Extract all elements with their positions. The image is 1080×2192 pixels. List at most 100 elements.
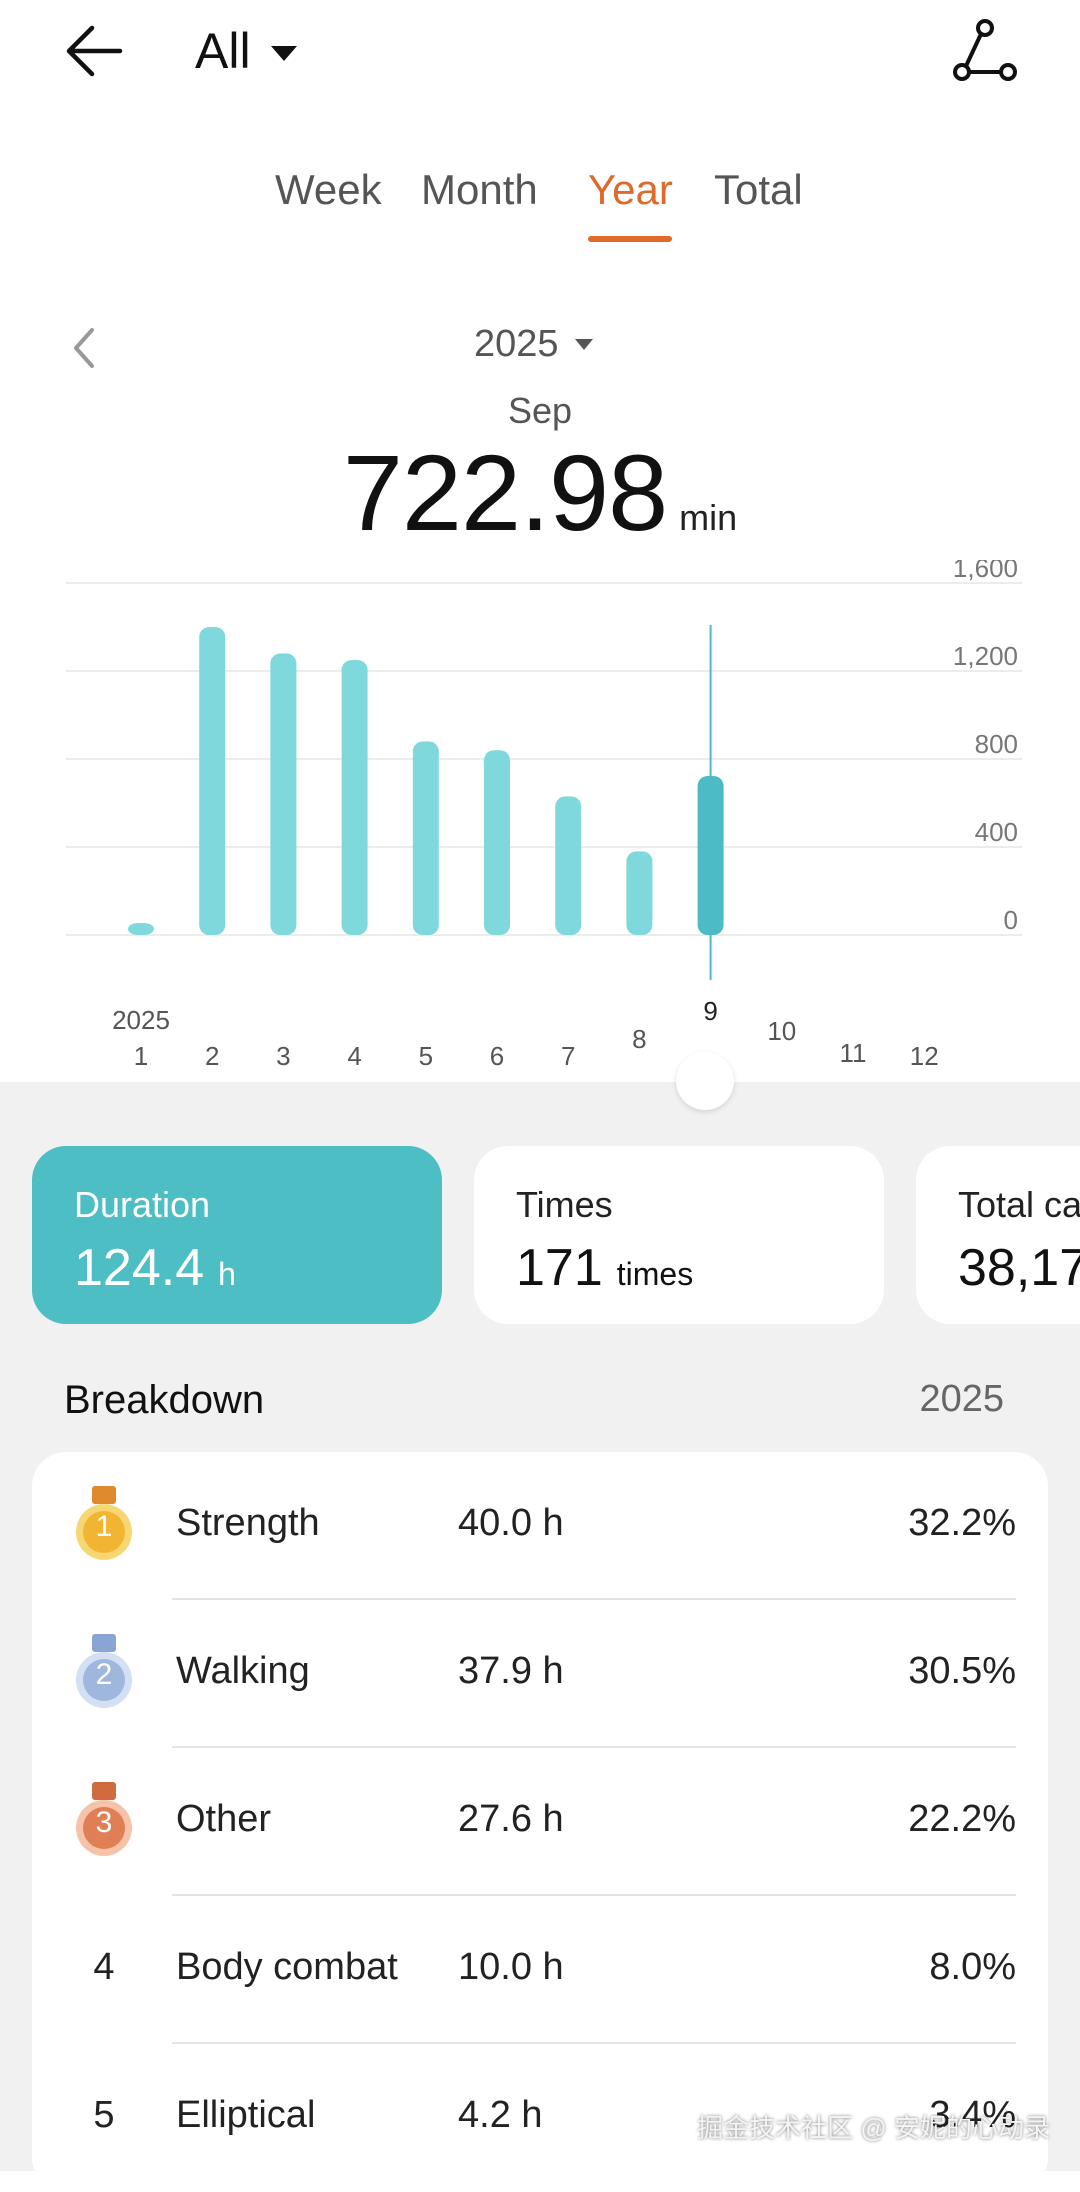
x-tick-label: 5 xyxy=(419,1041,433,1071)
times-card[interactable]: Times 171 times xyxy=(474,1146,884,1324)
breakdown-list: 1 Strength 40.0 h 32.2% 2 Walking 37.9 h… xyxy=(32,1452,1048,2192)
card-number: 124.4 xyxy=(74,1239,205,1297)
x-tick-label: 8 xyxy=(632,1024,646,1054)
activity-hours: 27.6 h xyxy=(458,1798,564,1840)
year-navigation: 2025 xyxy=(0,318,1080,378)
divider xyxy=(172,1598,1016,1600)
tab-total[interactable]: Total xyxy=(714,166,803,213)
selected-value-unit: min xyxy=(679,497,738,538)
card-value: 171 times xyxy=(516,1238,693,1298)
divider xyxy=(172,1746,1016,1748)
activity-hours: 4.2 h xyxy=(458,2094,543,2136)
year-selector-label: 2025 xyxy=(474,322,559,365)
divider xyxy=(172,1894,1016,1896)
card-label: Times xyxy=(516,1184,613,1225)
activity-hours: 40.0 h xyxy=(458,1502,564,1544)
card-number: 38,17 xyxy=(958,1239,1080,1297)
gold-medal-icon xyxy=(76,1486,132,1560)
breakdown-row[interactable]: 1 Strength 40.0 h 32.2% xyxy=(32,1452,1048,1600)
chart-bar xyxy=(341,660,368,935)
selected-value-number: 722.98 xyxy=(342,432,668,553)
chart-bar xyxy=(199,627,226,935)
activity-percent: 30.5% xyxy=(908,1650,1016,1692)
activity-hours: 10.0 h xyxy=(458,1946,564,1988)
card-number: 171 xyxy=(516,1239,603,1297)
tab-year[interactable]: Year xyxy=(588,166,673,213)
year-selector[interactable]: 2025 xyxy=(474,318,593,370)
rank-number: 2 xyxy=(95,1658,113,1691)
chart-bar xyxy=(128,923,154,935)
x-tick-label: 11 xyxy=(840,1038,867,1068)
x-tick-label: 1 xyxy=(134,1041,148,1071)
x-tick-label: 10 xyxy=(767,1016,796,1046)
selected-month: Sep xyxy=(507,390,573,431)
bronze-medal-icon xyxy=(76,1782,132,1856)
card-unit: h xyxy=(218,1256,236,1292)
card-value: 124.4 h xyxy=(74,1238,236,1298)
activity-percent: 8.0% xyxy=(929,1946,1016,1988)
activity-name: Walking xyxy=(176,1650,310,1692)
rank-number: 3 xyxy=(95,1806,113,1839)
watermark: 掘金技术社区 @ 安妮的心动录 xyxy=(697,2113,1050,2143)
x-tick-label: 2 xyxy=(205,1041,219,1071)
activity-percent: 32.2% xyxy=(908,1502,1016,1544)
y-tick-label: 1,600 xyxy=(953,560,1018,583)
chart-bar xyxy=(412,741,439,935)
tab-active-indicator xyxy=(588,236,672,242)
breakdown-row[interactable]: 5 Elliptical 4.2 h 3.4% xyxy=(32,2044,1048,2192)
rank-number: 1 xyxy=(95,1510,113,1543)
breakdown-row[interactable]: 4 Body combat 10.0 h 8.0% xyxy=(32,1896,1048,2044)
breakdown-year: 2025 xyxy=(919,1378,1004,1420)
x-axis-year-label: 2025 xyxy=(112,1005,170,1035)
route-icon[interactable] xyxy=(952,18,1018,84)
tab-month[interactable]: Month xyxy=(421,166,538,213)
activity-hours: 37.9 h xyxy=(458,1650,564,1692)
activity-percent: 3.4% xyxy=(929,2094,1016,2136)
y-tick-label: 800 xyxy=(975,729,1018,759)
top-bar: All xyxy=(0,0,1080,110)
back-arrow-icon[interactable] xyxy=(62,20,126,82)
y-tick-label: 0 xyxy=(1004,905,1018,935)
breakdown-row[interactable]: 3 Other 27.6 h 22.2% xyxy=(32,1748,1048,1896)
tab-week[interactable]: Week xyxy=(275,166,382,213)
activity-name: Elliptical xyxy=(176,2094,316,2136)
card-unit: times xyxy=(616,1256,694,1292)
previous-year-chevron-icon[interactable] xyxy=(66,324,102,372)
activity-filter-dropdown[interactable]: All xyxy=(195,18,297,84)
activity-name: Strength xyxy=(176,1502,320,1544)
chart-bar xyxy=(626,851,653,935)
caret-down-icon xyxy=(574,338,593,350)
x-tick-label: 6 xyxy=(490,1041,504,1071)
silver-medal-icon xyxy=(76,1634,132,1708)
card-label: Total ca xyxy=(958,1184,1080,1225)
rank-number: 4 xyxy=(93,1946,115,1988)
activity-name: Body combat xyxy=(176,1946,398,1988)
chart-bar xyxy=(555,796,582,935)
breakdown-title: Breakdown xyxy=(64,1378,265,1422)
card-label: Duration xyxy=(74,1184,211,1225)
chart-bar xyxy=(484,750,510,935)
x-tick-label: 9 xyxy=(703,996,717,1026)
x-tick-label: 4 xyxy=(347,1041,361,1071)
duration-card[interactable]: Duration 124.4 h xyxy=(32,1146,442,1324)
x-tick-label: 3 xyxy=(276,1041,290,1071)
activity-filter-label: All xyxy=(195,23,251,79)
card-value: 38,17 xyxy=(958,1238,1080,1298)
chart-bar xyxy=(270,653,297,935)
x-tick-label: 7 xyxy=(561,1041,575,1071)
chart-bar xyxy=(697,775,724,935)
period-tabs: Week Month Year Total xyxy=(0,166,1080,246)
rank-number: 5 xyxy=(93,2094,115,2136)
y-tick-label: 400 xyxy=(975,817,1018,847)
breakdown-row[interactable]: 2 Walking 37.9 h 30.5% xyxy=(32,1600,1048,1748)
activity-name: Other xyxy=(176,1798,272,1840)
selection-knob[interactable] xyxy=(676,1052,734,1110)
y-tick-label: 1,200 xyxy=(953,641,1018,671)
activity-percent: 22.2% xyxy=(908,1798,1016,1840)
divider xyxy=(172,2042,1016,2044)
caret-down-icon xyxy=(270,45,297,61)
selected-value: 722.98 min xyxy=(0,430,1080,555)
x-tick-label: 12 xyxy=(910,1041,939,1071)
total-calories-card[interactable]: Total ca 38,17 xyxy=(916,1146,1080,1324)
